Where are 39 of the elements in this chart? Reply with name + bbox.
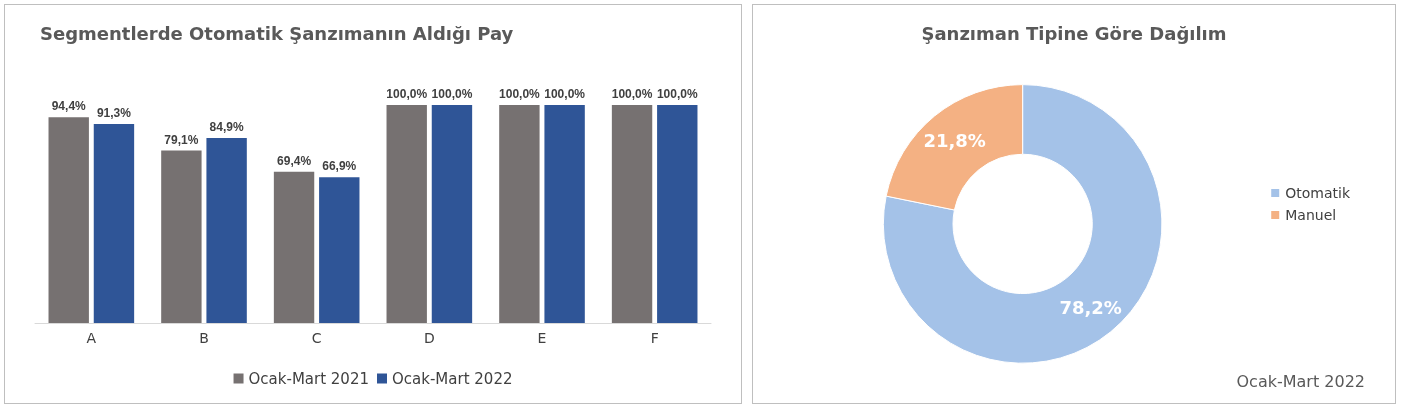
- data-label: 91,3%: [96, 105, 132, 120]
- text: Ocak-Mart 2022: [1236, 371, 1365, 391]
- bar: [48, 117, 89, 323]
- x-tick-label: A: [86, 330, 97, 346]
- bar: [544, 105, 585, 323]
- data-label: 78,2%: [1059, 296, 1122, 318]
- bar: [319, 177, 360, 323]
- data-label: 100,0%: [544, 87, 586, 101]
- x-tick-label: E: [537, 330, 547, 346]
- data-label: 100,0%: [431, 87, 473, 101]
- x-tick-label: B: [199, 330, 209, 346]
- bar: [499, 105, 540, 323]
- bar: [386, 105, 427, 323]
- data-label: 100,0%: [656, 87, 698, 101]
- bar: [431, 105, 473, 323]
- x-tick-label: F: [650, 330, 659, 346]
- legend-label: Manuel: [1285, 207, 1337, 223]
- data-label: 66,9%: [322, 159, 357, 174]
- data-label: 100,0%: [611, 87, 653, 101]
- data-label: 21,8%: [923, 130, 986, 152]
- data-label: 69,4%: [277, 153, 312, 168]
- bar: [273, 171, 315, 323]
- legend-label: Ocak-Mart 2021: [248, 369, 369, 388]
- data-label: 84,9%: [209, 119, 244, 134]
- x-tick-label: D: [423, 330, 435, 346]
- legend-label: Ocak-Mart 2022: [392, 369, 513, 388]
- bar: [93, 123, 135, 323]
- data-label: 100,0%: [386, 87, 428, 101]
- chart-title: Şanzıman Tipine Göre Dağılım: [921, 22, 1227, 44]
- bar: [206, 137, 247, 323]
- chart-title: Segmentlerde Otomatik Şanzımanın Aldığı Pay: [40, 22, 514, 44]
- data-label: 100,0%: [499, 87, 541, 101]
- x-tick-label: C: [311, 330, 322, 346]
- bar: [657, 105, 698, 323]
- data-label: 94,4%: [51, 99, 87, 114]
- data-label: 79,1%: [164, 132, 199, 147]
- bar: [161, 150, 202, 323]
- bar: [611, 105, 653, 323]
- legend-label: Otomatik: [1285, 185, 1351, 201]
